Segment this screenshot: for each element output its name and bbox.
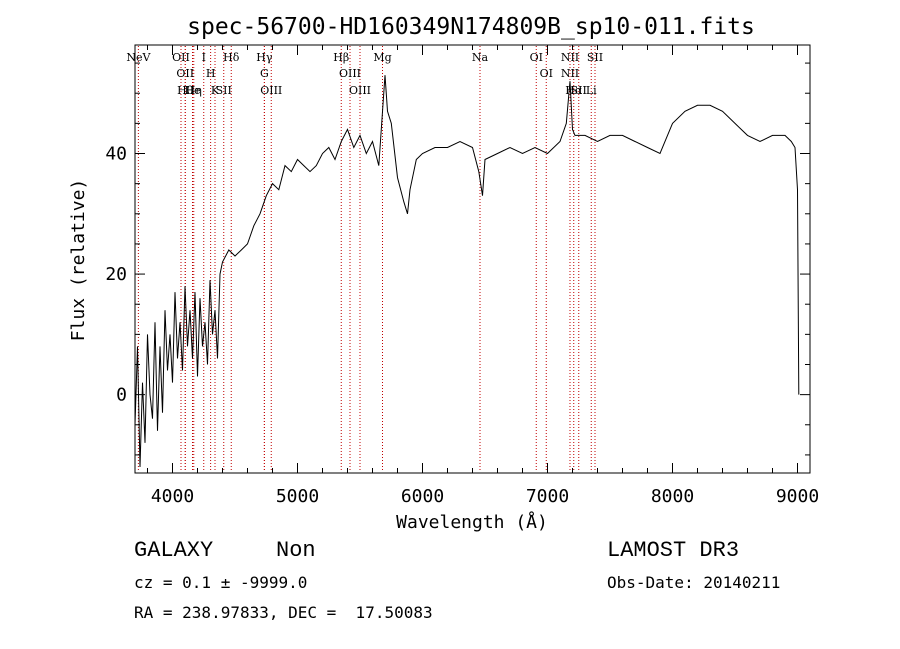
y-tick-label: 0: [116, 385, 127, 406]
marker-label: G: [260, 67, 269, 80]
marker-label: NII: [561, 67, 579, 80]
marker-label: Hγ: [256, 51, 273, 64]
spectrum-line: [134, 75, 800, 468]
x-axis-label: Wavelength (Å): [396, 511, 548, 533]
plot-frame: [134, 44, 811, 474]
coordinates-readout: RA = 238.97833, DEC = 17.50083: [134, 603, 433, 622]
marker-label: OIII: [339, 67, 361, 80]
x-tick-label: 5000: [276, 486, 319, 507]
marker-label: SII: [216, 84, 232, 97]
x-tick-label: 9000: [776, 486, 819, 507]
marker-label: OI: [530, 51, 543, 64]
marker-label: H: [206, 67, 216, 80]
marker-label: NeV: [126, 51, 151, 64]
y-tick-label: 40: [105, 144, 127, 165]
x-axis-ticks: 4000 5000 6000 7000 8000 9000: [147, 45, 819, 507]
observation-date: Obs-Date: 20140211: [607, 573, 781, 592]
redshift-readout: cz = 0.1 ± -9999.0: [134, 573, 308, 592]
marker-label: Hη: [186, 84, 202, 97]
marker-label: K: [211, 84, 220, 97]
marker-label: OIII: [349, 84, 371, 97]
marker-lines: [137, 46, 596, 472]
marker-label: He: [184, 84, 200, 97]
object-subclass: Non: [276, 538, 316, 563]
x-tick-label: 6000: [401, 486, 444, 507]
marker-label: SII: [571, 84, 587, 97]
marker-label: OII: [176, 67, 194, 80]
marker-label: Na: [472, 51, 489, 64]
marker-label: I: [202, 51, 206, 64]
marker-label: OI: [540, 67, 553, 80]
x-tick-label: 7000: [526, 486, 569, 507]
y-tick-label: 20: [105, 264, 127, 285]
marker-label: Li: [586, 84, 597, 97]
y-axis-label: Flux (relative): [68, 179, 89, 342]
marker-label: OII: [172, 51, 190, 64]
x-tick-label: 4000: [151, 486, 194, 507]
chart-title: spec-56700-HD160349N174809B_sp10-011.fit…: [187, 14, 755, 40]
survey-name: LAMOST DR3: [607, 538, 740, 563]
marker-label: Hβ: [333, 51, 349, 64]
y-axis-ticks: 0 20 40: [105, 62, 810, 456]
marker-label: Hθ: [177, 84, 194, 97]
marker-label: Mg: [373, 51, 391, 64]
marker-label: NII: [561, 51, 579, 64]
marker-label: Hδ: [223, 51, 240, 64]
marker-label: OIII: [260, 84, 282, 97]
object-class: GALAXY: [134, 538, 214, 563]
x-tick-label: 8000: [651, 486, 694, 507]
marker-label: SII: [587, 51, 603, 64]
